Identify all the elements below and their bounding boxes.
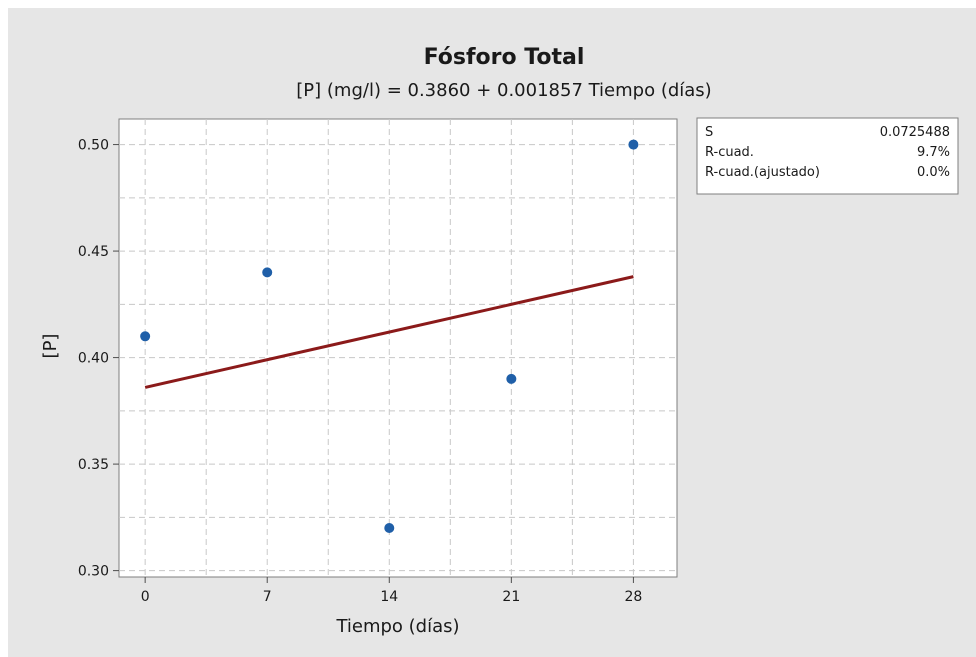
- y-axis-label: [P]: [40, 334, 61, 359]
- data-point: [384, 523, 395, 534]
- data-point: [262, 267, 273, 278]
- regression-line: [144, 275, 634, 389]
- y-tick-label: 0.45: [78, 244, 109, 260]
- data-point: [628, 139, 639, 150]
- x-tick-label: 7: [263, 589, 272, 605]
- plot-background: [118, 118, 678, 578]
- data-point: [140, 331, 151, 342]
- y-tick-label: 0.30: [78, 564, 109, 580]
- stats-table-border: [696, 117, 959, 195]
- stats-value: 0.0%: [917, 165, 950, 180]
- stats-label: R-cuad.: [705, 145, 754, 160]
- stats-label: S: [705, 125, 713, 140]
- x-tick-label: 0: [141, 589, 150, 605]
- x-tick-label: 21: [502, 589, 520, 605]
- scatter-plot: Fósforo Total [P] (mg/l) = 0.3860 + 0.00…: [40, 45, 959, 637]
- y-axis: 0.30 0.35 0.40 0.45 0.50: [78, 138, 119, 580]
- stats-value: 0.0725488: [880, 125, 950, 140]
- data-points: [140, 139, 639, 534]
- chart-title: Fósforo Total: [424, 45, 585, 70]
- x-tick-label: 28: [624, 589, 642, 605]
- grid-lines: [119, 119, 677, 577]
- y-tick-label: 0.35: [78, 457, 109, 473]
- x-axis: 0 7 14 21 28: [141, 577, 642, 605]
- data-point: [506, 373, 517, 384]
- x-axis-label: Tiempo (días): [335, 616, 459, 637]
- chart-subtitle: [P] (mg/l) = 0.3860 + 0.001857 Tiempo (d…: [296, 80, 711, 101]
- y-tick-label: 0.50: [78, 138, 109, 154]
- stats-table: S 0.0725488 R-cuad. 9.7% R-cuad.(ajustado) 0.…: [696, 117, 959, 195]
- x-tick-label: 14: [380, 589, 398, 605]
- stats-value: 9.7%: [917, 145, 950, 160]
- stats-label: R-cuad.(ajustado): [705, 165, 820, 180]
- y-tick-label: 0.40: [78, 351, 109, 367]
- chart-frame: Fósforo Total [P] (mg/l) = 0.3860 + 0.00…: [8, 8, 976, 657]
- plot-area: 0.30 0.35 0.40 0.45 0.50 0 7 14 21 28: [78, 118, 678, 605]
